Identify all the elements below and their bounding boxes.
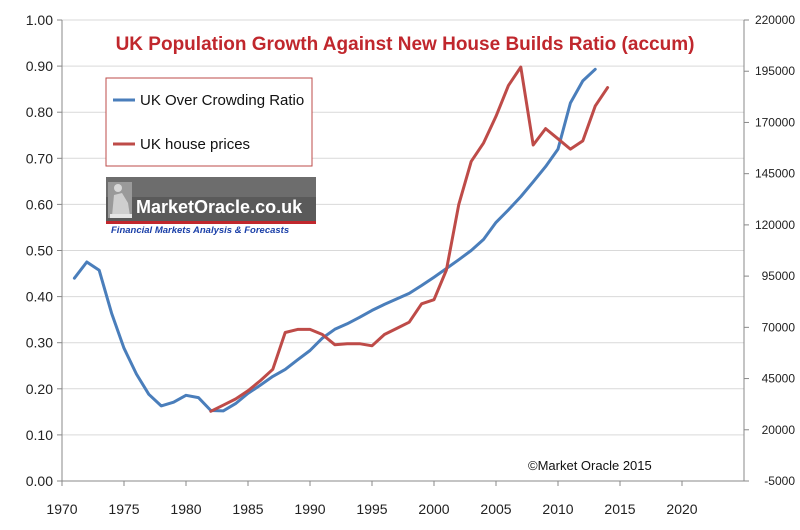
x-tick-label: 1980 (170, 501, 201, 517)
marketoracle-logo: MarketOracle.co.uk Financial Markets Ana… (106, 177, 316, 236)
x-tick-label: 1975 (108, 501, 139, 517)
x-tick-label: 2015 (604, 501, 635, 517)
y-right-tick-label: 95000 (762, 269, 796, 283)
y-right-tick-label: 195000 (755, 64, 795, 78)
x-tick-label: 1990 (294, 501, 325, 517)
y-right-tick-label: 20000 (762, 423, 796, 437)
y-left-tick-label: 1.00 (26, 12, 53, 28)
x-tick-label: 1985 (232, 501, 263, 517)
x-tick-label: 2005 (480, 501, 511, 517)
x-tick-label: 2010 (542, 501, 573, 517)
y-left-tick-label: 0.10 (26, 427, 53, 443)
y-right-tick-label: 145000 (755, 167, 795, 181)
series-line-house-prices (209, 65, 610, 413)
legend-box (105, 77, 313, 167)
y-left-tick-label: 0.60 (26, 196, 53, 212)
x-tick-label: 2000 (418, 501, 449, 517)
y-left-tick-label: 0.30 (26, 335, 53, 351)
legend-label-house-prices: UK house prices (140, 136, 250, 153)
legend: UK Over Crowding Ratio UK house prices (105, 77, 313, 167)
statue-icon (108, 182, 132, 218)
y-left-tick-label: 0.40 (26, 289, 53, 305)
series-line-overcrowding-ratio (72, 67, 597, 413)
y-left-tick-label: 0.90 (26, 58, 53, 74)
y-right-tick-label: 220000 (755, 13, 795, 27)
x-tick-labels: 1970 1975 1980 1985 1990 1995 2000 2005 2010 2015… (46, 481, 698, 517)
y-right-tick-label: -5000 (764, 474, 795, 488)
y-right-tick-label: 170000 (755, 115, 795, 129)
logo-tagline: Financial Markets Analysis & Forecasts (111, 225, 289, 236)
x-tick-label: 1995 (356, 501, 387, 517)
logo-text: MarketOracle.co.uk (136, 197, 303, 217)
y-right-tick-labels: -5000 20000 45000 70000 95000 120000 145000 170… (744, 13, 795, 488)
copyright-annotation: ©Market Oracle 2015 (528, 458, 652, 473)
y-right-tick-label: 70000 (762, 320, 796, 334)
y-left-tick-label: 0.50 (26, 243, 53, 259)
y-left-tick-label: 0.20 (26, 381, 53, 397)
y-left-tick-label: 0.70 (26, 150, 53, 166)
series-lines (72, 65, 610, 413)
x-tick-label: 1970 (46, 501, 77, 517)
legend-label-overcrowding: UK Over Crowding Ratio (140, 92, 304, 109)
chart-title: UK Population Growth Against New House B… (116, 34, 695, 55)
y-left-tick-label: 0.00 (26, 473, 53, 489)
y-right-tick-label: 120000 (755, 218, 795, 232)
y-left-tick-labels: 0.00 0.10 0.20 0.30 0.40 0.50 0.60 0.70 0.80 0.90… (26, 12, 62, 489)
y-right-tick-label: 45000 (762, 372, 796, 386)
x-tick-label: 2020 (666, 501, 697, 517)
y-left-tick-label: 0.80 (26, 104, 53, 120)
